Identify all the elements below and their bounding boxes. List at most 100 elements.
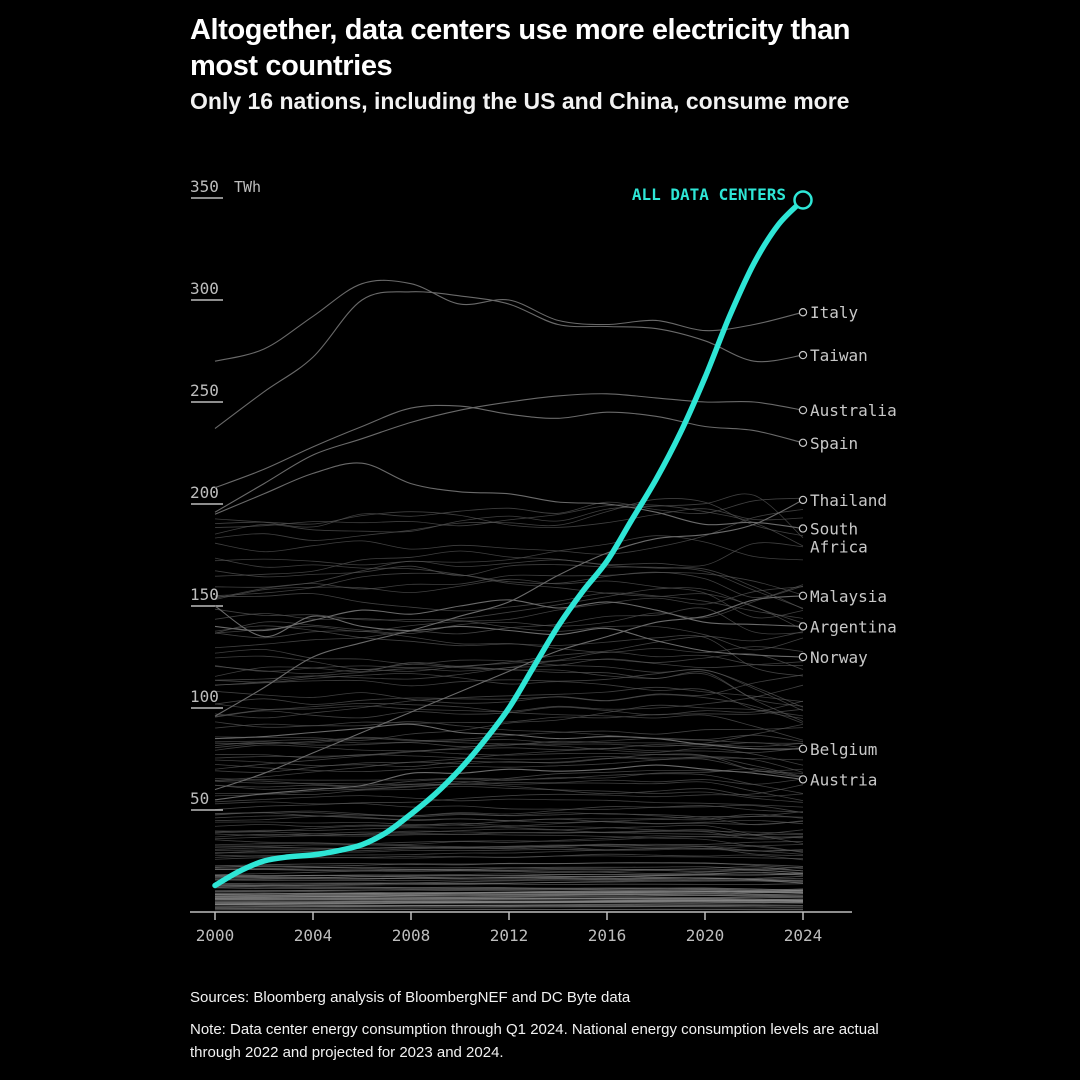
country-line-taiwan	[214, 291, 804, 429]
country-line	[214, 889, 804, 893]
source-note: Sources: Bloomberg analysis of Bloomberg…	[190, 989, 631, 1006]
series-end-marker	[798, 350, 808, 360]
series-end-marker	[798, 622, 808, 631]
series-label: Belgium	[810, 740, 877, 759]
country-line	[214, 816, 804, 833]
country-line	[214, 866, 804, 874]
country-line	[214, 824, 804, 844]
country-line	[214, 784, 804, 810]
country-line	[214, 497, 804, 528]
country-line-australia	[214, 393, 804, 513]
country-line	[214, 754, 804, 778]
country-line	[214, 804, 804, 821]
country-line	[214, 651, 804, 675]
country-line	[214, 866, 804, 872]
series-label: Thailand	[810, 491, 887, 510]
country-line	[214, 786, 804, 803]
country-line	[214, 873, 804, 878]
country-line	[214, 550, 804, 610]
country-line	[214, 613, 804, 651]
country-line	[214, 882, 804, 886]
country-line	[214, 508, 804, 528]
country-line	[214, 768, 804, 797]
data-centers-end-marker	[793, 190, 813, 210]
series-end-marker	[798, 524, 808, 533]
country-line	[214, 801, 804, 813]
country-line-thailand	[214, 499, 804, 717]
country-line	[214, 734, 804, 744]
x-tick-label: 2004	[294, 926, 333, 945]
series-label: Spain	[810, 434, 858, 453]
series-end-marker	[798, 495, 808, 505]
country-line	[214, 908, 803, 911]
data-centers-line	[212, 197, 806, 889]
country-line	[214, 686, 804, 719]
series-label: Australia	[810, 401, 897, 420]
country-line-south-africa	[214, 462, 804, 530]
series-end-marker	[798, 652, 808, 662]
country-line	[214, 586, 804, 634]
y-tick-label: 100	[190, 687, 219, 706]
country-line	[214, 587, 804, 624]
country-line	[214, 822, 804, 834]
series-end-marker	[798, 438, 808, 447]
country-line	[214, 736, 804, 766]
country-line	[214, 780, 804, 801]
country-line	[214, 571, 804, 598]
country-line	[214, 504, 804, 547]
country-line	[214, 855, 804, 860]
chart-subtitle: Only 16 nations, including the US and Ch…	[190, 88, 850, 114]
country-line	[214, 694, 804, 724]
country-line	[214, 885, 804, 890]
country-line	[214, 509, 804, 555]
country-line	[214, 572, 804, 596]
country-line	[214, 900, 804, 905]
country-line	[214, 845, 804, 852]
country-line	[214, 655, 804, 707]
x-tick-label: 2000	[196, 926, 235, 945]
series-label: Malaysia	[810, 587, 887, 606]
background-country-lines	[214, 493, 804, 911]
series-end-marker	[798, 775, 808, 784]
y-tick-label: 350	[190, 177, 219, 196]
country-line	[214, 564, 804, 609]
country-line	[214, 886, 804, 892]
country-line	[214, 768, 804, 787]
y-tick-label: 300	[190, 279, 219, 298]
country-line	[214, 674, 804, 704]
country-line	[214, 535, 804, 566]
series-label: Norway	[810, 648, 868, 667]
chart-title: Altogether, data centers use more electr…	[190, 14, 851, 82]
country-line-austria	[214, 764, 804, 801]
country-line	[214, 727, 804, 749]
y-tick-label: 250	[190, 381, 219, 400]
country-line	[214, 756, 804, 773]
country-line	[214, 649, 804, 708]
country-line	[214, 497, 804, 541]
country-line-malaysia	[214, 595, 804, 791]
country-line	[214, 905, 804, 909]
country-line	[214, 829, 804, 840]
x-tick-label: 2024	[784, 926, 823, 945]
country-line	[214, 839, 804, 851]
country-line	[214, 889, 804, 897]
country-line-argentina	[214, 599, 804, 632]
y-tick-label: 50	[190, 789, 209, 808]
country-line	[214, 721, 804, 744]
country-line	[214, 724, 804, 748]
y-axis: 350 TWh 300 250 200 150 100 50	[190, 177, 261, 811]
series-end-marker	[798, 591, 808, 601]
data-centers-series: ALL DATA CENTERS	[212, 185, 813, 889]
series-label: Argentina	[810, 617, 897, 636]
country-line	[214, 847, 804, 855]
country-line	[214, 904, 804, 907]
series-end-marker	[798, 744, 808, 754]
x-axis: 2000 2004 2008 2012 2016 2020 2024	[190, 911, 852, 945]
country-line	[214, 653, 804, 681]
labeled-country-lines: Italy Taiwan Australia Spain Thailand SouthAf…	[214, 279, 897, 801]
country-line	[214, 542, 804, 599]
country-line	[214, 887, 804, 892]
series-label: Austria	[810, 770, 877, 789]
country-line	[214, 584, 804, 635]
